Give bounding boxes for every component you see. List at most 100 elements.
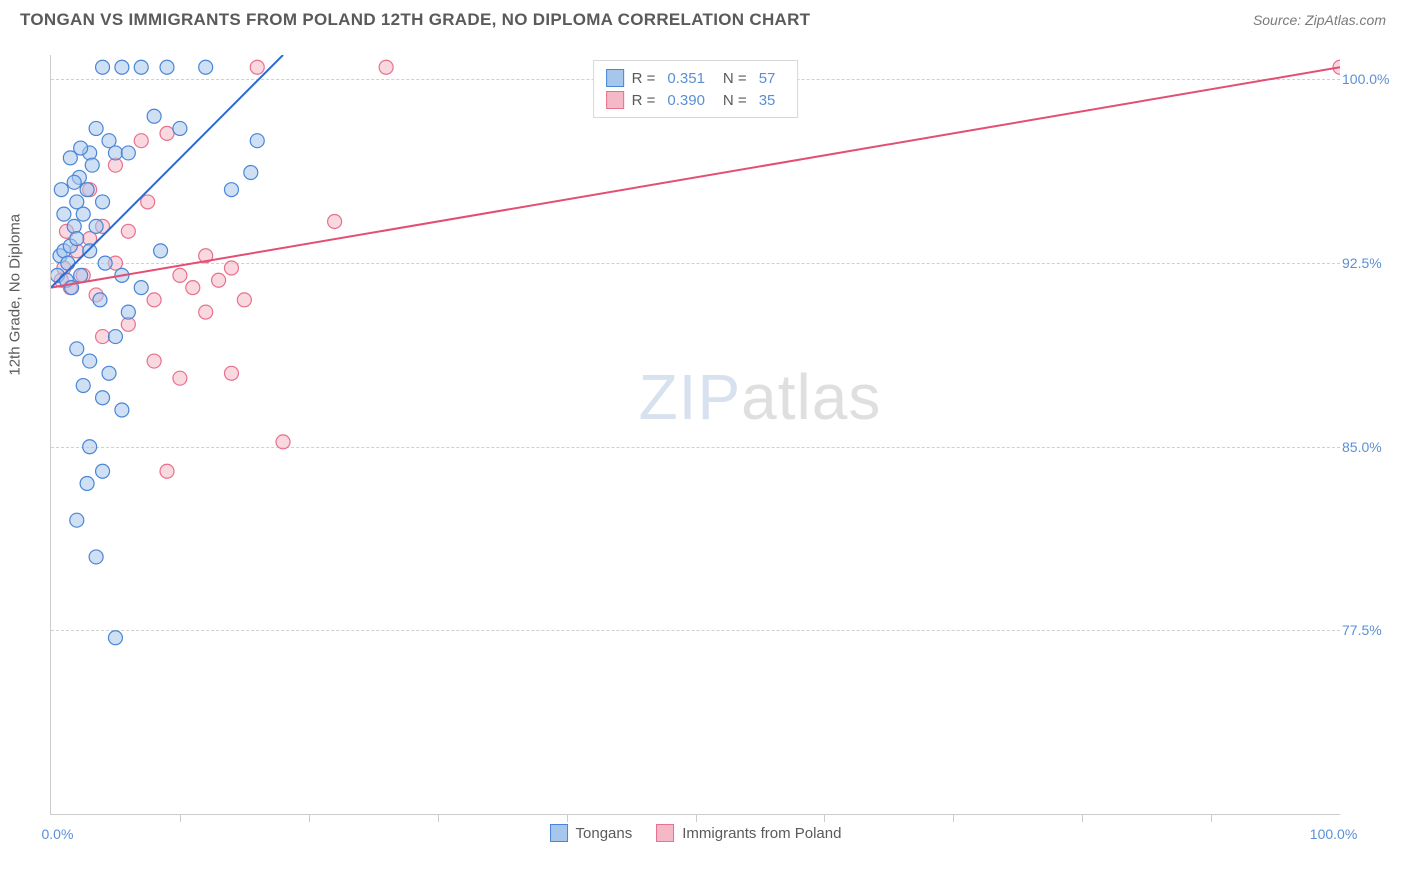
scatter-point <box>96 330 110 344</box>
scatter-point <box>141 195 155 209</box>
scatter-point <box>74 268 88 282</box>
scatter-point <box>83 244 97 258</box>
x-tick <box>824 814 825 822</box>
scatter-point <box>121 146 135 160</box>
scatter-point <box>102 366 116 380</box>
scatter-point <box>379 60 393 74</box>
scatter-point <box>160 60 174 74</box>
x-axis-start-label: 0.0% <box>41 826 73 842</box>
scatter-point <box>96 391 110 405</box>
scatter-point <box>89 219 103 233</box>
scatter-point <box>80 183 94 197</box>
scatter-point <box>89 121 103 135</box>
scatter-point <box>173 371 187 385</box>
scatter-point <box>134 281 148 295</box>
scatter-point <box>57 207 71 221</box>
source-attribution: Source: ZipAtlas.com <box>1253 12 1386 28</box>
x-tick <box>438 814 439 822</box>
scatter-point <box>154 244 168 258</box>
scatter-point <box>160 126 174 140</box>
legend-swatch <box>606 91 624 109</box>
legend-r-label: R = <box>632 92 656 109</box>
scatter-point <box>76 207 90 221</box>
y-tick-label: 85.0% <box>1342 439 1390 455</box>
chart-container: 12th Grade, No Diploma ZIPatlas R =0.351… <box>50 55 1390 840</box>
legend-r-value: 0.390 <box>667 92 705 109</box>
scatter-point <box>237 293 251 307</box>
scatter-point <box>70 232 84 246</box>
legend-n-label: N = <box>723 92 747 109</box>
scatter-point <box>173 268 187 282</box>
legend-series: Tongans Immigrants from Poland <box>550 824 842 842</box>
x-tick <box>180 814 181 822</box>
scatter-point <box>250 60 264 74</box>
scatter-point <box>96 195 110 209</box>
scatter-point <box>83 354 97 368</box>
scatter-point <box>115 403 129 417</box>
scatter-point <box>224 183 238 197</box>
scatter-point <box>224 366 238 380</box>
x-tick <box>696 814 697 822</box>
legend-stats-row: R = 0.351 N = 57 <box>606 67 786 89</box>
scatter-point <box>67 219 81 233</box>
legend-r-value: 0.351 <box>667 70 705 87</box>
scatter-point <box>96 60 110 74</box>
legend-n-label: N = <box>723 70 747 87</box>
scatter-point <box>83 440 97 454</box>
scatter-point <box>98 256 112 270</box>
chart-title: TONGAN VS IMMIGRANTS FROM POLAND 12TH GR… <box>20 10 810 30</box>
plot-area: ZIPatlas R =0.351N =57R =0.390N =35 0.0%… <box>50 55 1340 815</box>
scatter-point <box>96 464 110 478</box>
scatter-point <box>61 256 75 270</box>
scatter-point <box>115 60 129 74</box>
scatter-point <box>54 183 68 197</box>
scatter-point <box>70 342 84 356</box>
scatter-point <box>134 134 148 148</box>
legend-swatch <box>656 824 674 842</box>
scatter-point <box>85 158 99 172</box>
y-tick-label: 77.5% <box>1342 622 1390 638</box>
x-tick <box>1082 814 1083 822</box>
scatter-point <box>74 141 88 155</box>
scatter-point <box>224 261 238 275</box>
scatter-point <box>250 134 264 148</box>
scatter-point <box>121 224 135 238</box>
legend-stats: R = 0.351 N = 57 R = 0.390 N = 35 <box>593 60 799 118</box>
scatter-point <box>244 166 258 180</box>
scatter-point <box>173 121 187 135</box>
scatter-point <box>328 214 342 228</box>
scatter-point <box>212 273 226 287</box>
legend-series-label: Immigrants from Poland <box>682 825 841 842</box>
legend-n-value: 57 <box>759 70 776 87</box>
legend-series-item: Tongans <box>550 824 633 842</box>
scatter-point <box>134 60 148 74</box>
x-axis-end-label: 100.0% <box>1310 826 1357 842</box>
y-tick-label: 92.5% <box>1342 255 1390 271</box>
scatter-point <box>76 379 90 393</box>
scatter-point <box>67 175 81 189</box>
scatter-point <box>160 464 174 478</box>
legend-swatch <box>606 69 624 87</box>
scatter-point <box>108 330 122 344</box>
x-tick <box>309 814 310 822</box>
scatter-point <box>276 435 290 449</box>
x-tick <box>567 814 568 822</box>
scatter-point <box>93 293 107 307</box>
scatter-point <box>147 293 161 307</box>
scatter-point <box>147 354 161 368</box>
y-tick-label: 100.0% <box>1342 71 1390 87</box>
scatter-point <box>70 513 84 527</box>
legend-series-item: Immigrants from Poland <box>656 824 841 842</box>
scatter-point <box>121 305 135 319</box>
scatter-point <box>199 305 213 319</box>
scatter-point <box>186 281 200 295</box>
y-axis-label: 12th Grade, No Diploma <box>7 213 24 375</box>
legend-n-value: 35 <box>759 92 776 109</box>
scatter-svg <box>51 55 1340 814</box>
scatter-point <box>147 109 161 123</box>
scatter-point <box>80 476 94 490</box>
scatter-point <box>89 550 103 564</box>
scatter-point <box>199 60 213 74</box>
legend-stats-row: R = 0.390 N = 35 <box>606 89 786 111</box>
legend-r-label: R = <box>632 70 656 87</box>
